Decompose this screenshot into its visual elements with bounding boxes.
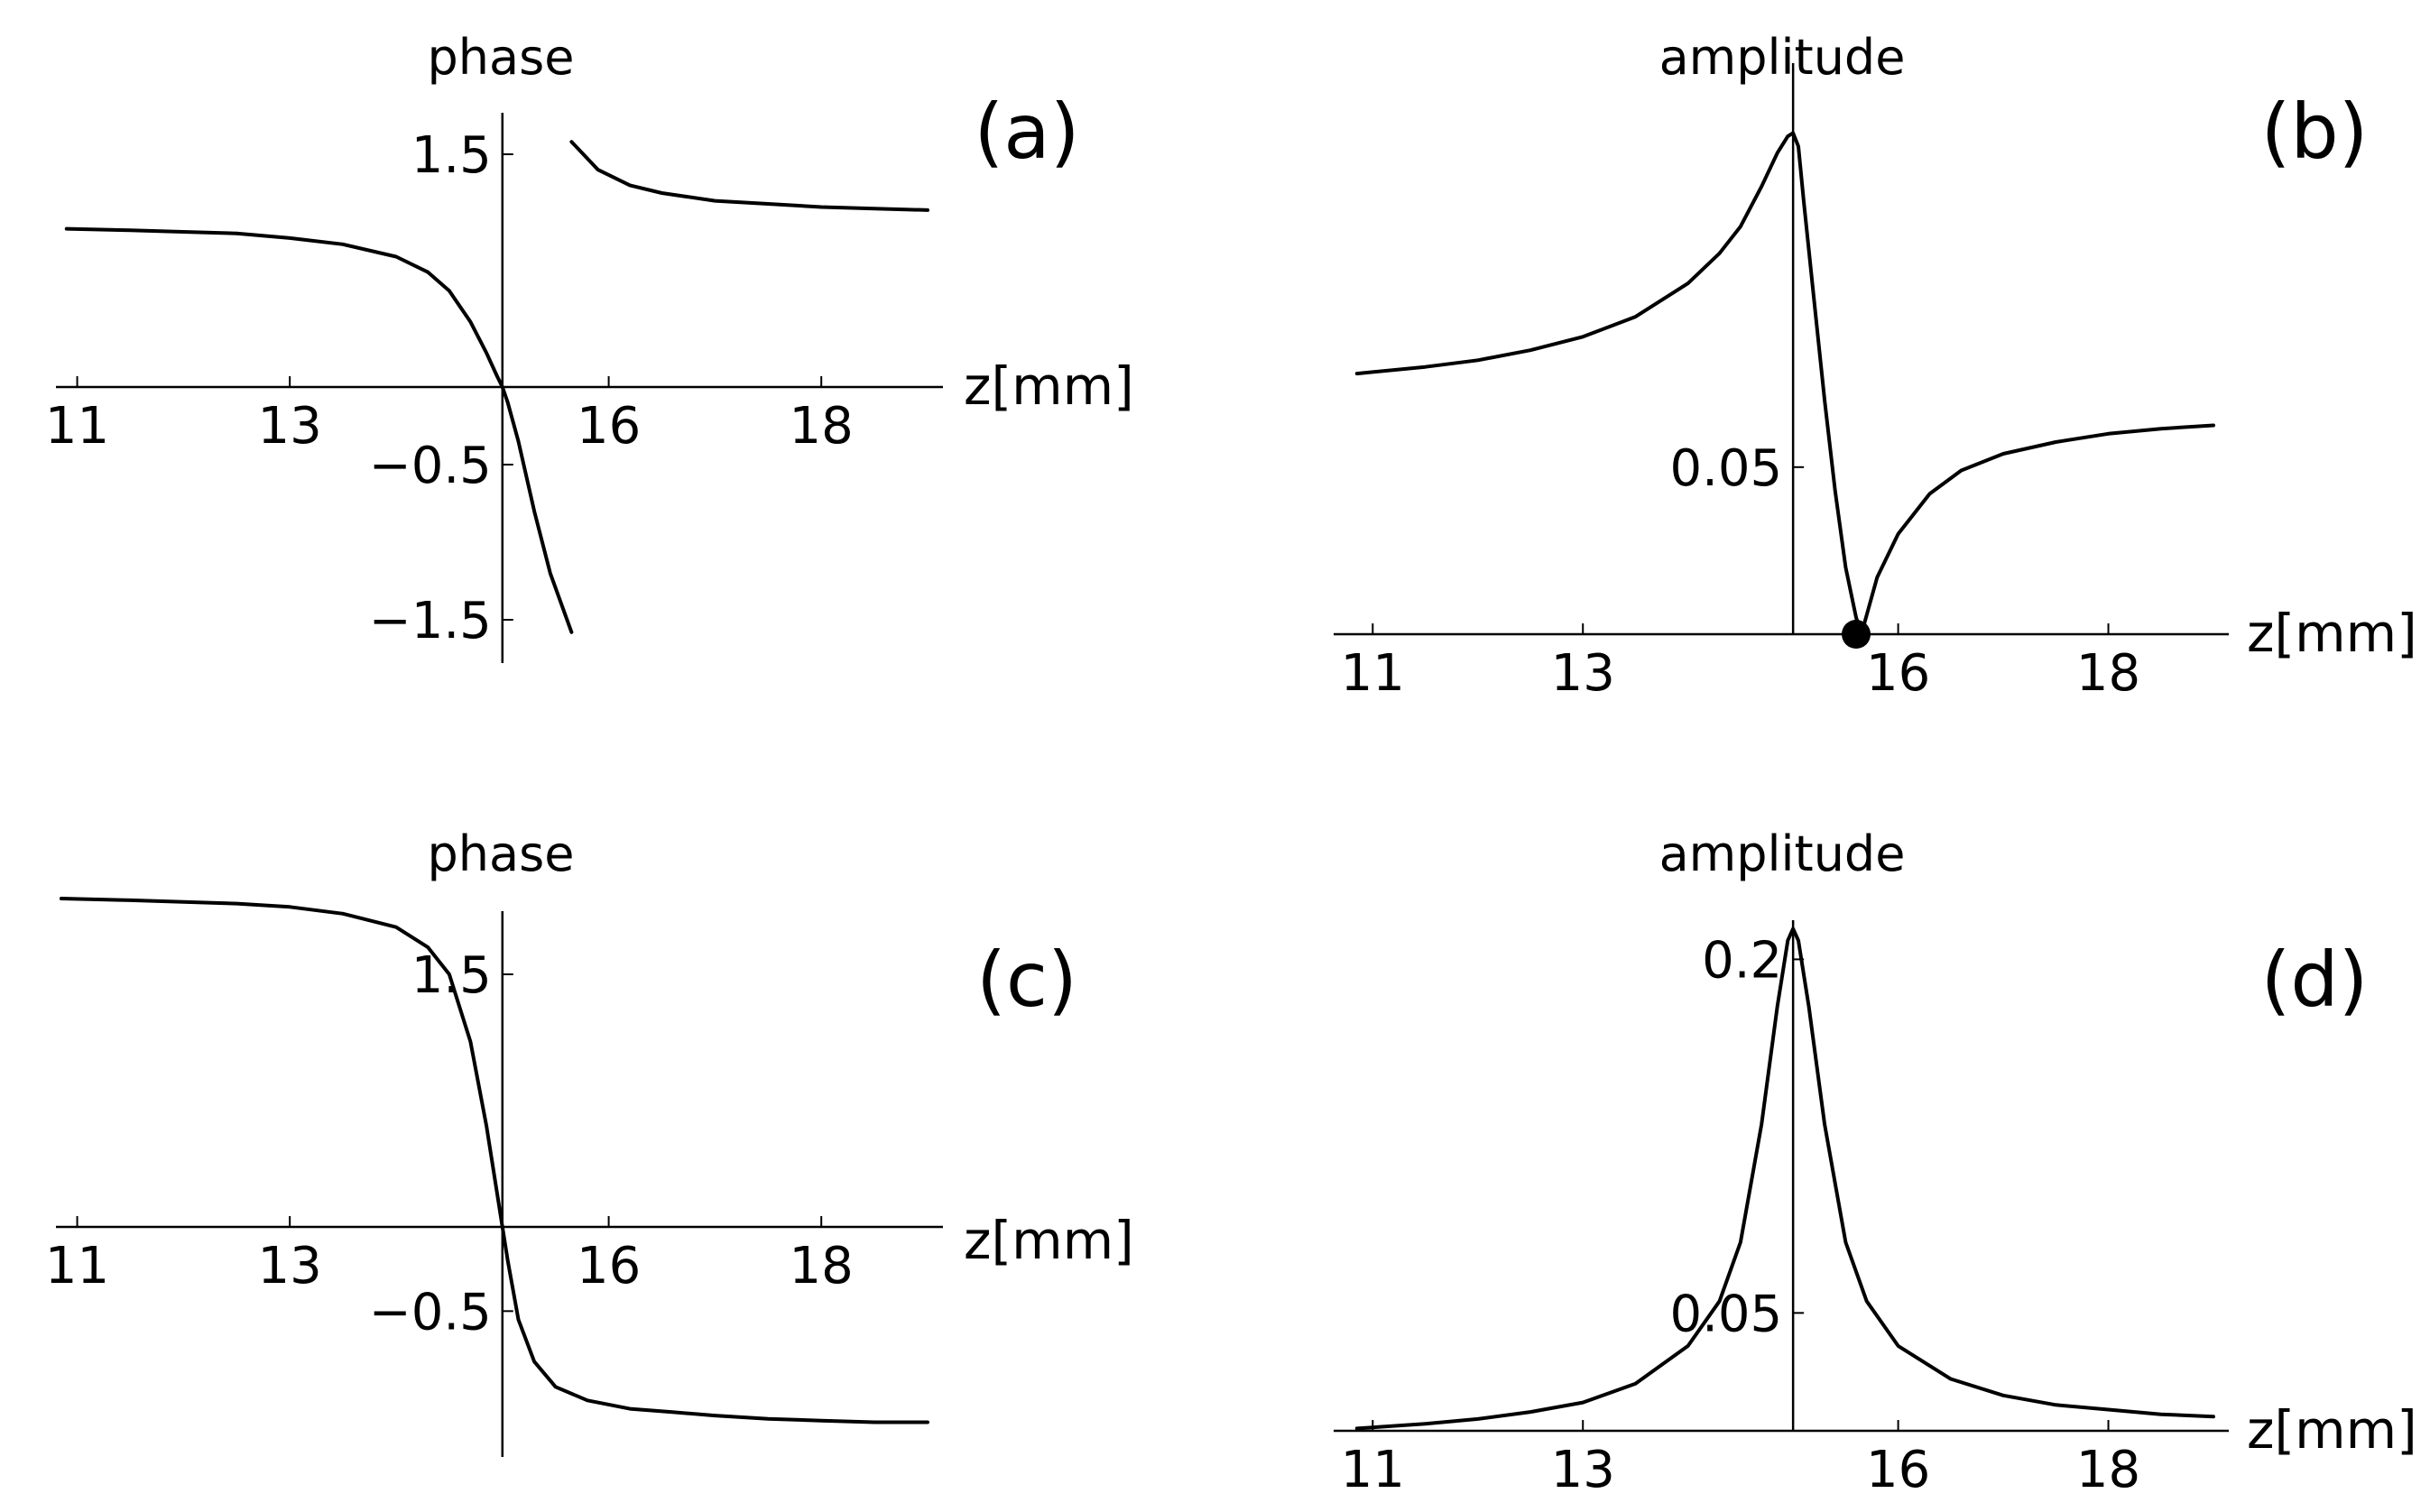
y-tick-label: −0.5 xyxy=(369,1283,492,1341)
panel-label: (a) xyxy=(974,88,1079,176)
y-tick-label: 0.05 xyxy=(1669,439,1782,498)
series-line-1 xyxy=(1354,927,2215,1431)
y-tick-label: −0.5 xyxy=(369,437,492,495)
x-tick-label: 11 xyxy=(45,1237,109,1295)
series-line-2 xyxy=(569,140,929,212)
chart-title: amplitude xyxy=(1659,825,1906,882)
series-line-1 xyxy=(59,897,929,1424)
x-axis-label: z[mm] xyxy=(964,1210,1134,1271)
zero-marker-point xyxy=(1842,620,1871,649)
x-tick-label: 18 xyxy=(790,397,854,456)
x-tick-label: 16 xyxy=(1866,1441,1930,1499)
y-tick-label: 0.2 xyxy=(1702,931,1782,990)
chart-title: amplitude xyxy=(1659,29,1906,86)
x-axis-label: z[mm] xyxy=(2247,603,2417,664)
x-tick-label: 11 xyxy=(45,397,109,456)
x-tick-label: 18 xyxy=(790,1237,854,1295)
series-line-1 xyxy=(1354,131,2215,636)
x-tick-label: 11 xyxy=(1341,644,1405,703)
x-axis-label: z[mm] xyxy=(964,355,1134,417)
panel-a: 11 13 16 18 1.5 −0.5 −1.5 phase z[mm] (a) xyxy=(45,29,1134,663)
x-tick-label: 16 xyxy=(1866,644,1930,703)
panel-label: (c) xyxy=(976,936,1077,1024)
x-tick-label: 18 xyxy=(2076,1441,2140,1499)
chart-title: phase xyxy=(428,825,575,882)
x-tick-label: 11 xyxy=(1341,1441,1405,1499)
panel-label: (d) xyxy=(2261,936,2369,1024)
chart-title: phase xyxy=(428,29,575,86)
panel-b: 11 13 16 18 0.05 amplitude z[mm] (b) xyxy=(1334,29,2417,703)
panel-d: 11 13 16 18 0.2 0.05 amplitude z[mm] (d) xyxy=(1334,825,2417,1499)
y-tick-label: −1.5 xyxy=(369,592,492,650)
x-tick-label: 13 xyxy=(1551,1441,1615,1499)
x-tick-label: 13 xyxy=(258,1237,322,1295)
x-tick-label: 13 xyxy=(258,397,322,456)
panel-label: (b) xyxy=(2261,88,2369,176)
x-tick-label: 13 xyxy=(1551,644,1615,703)
x-axis-label: z[mm] xyxy=(2247,1399,2417,1461)
y-tick-label: 1.5 xyxy=(411,126,492,185)
series-line-1 xyxy=(64,226,574,634)
x-tick-label: 18 xyxy=(2076,644,2140,703)
x-tick-label: 16 xyxy=(577,1237,641,1295)
y-tick-label: 0.05 xyxy=(1669,1285,1782,1343)
x-tick-label: 16 xyxy=(577,397,641,456)
